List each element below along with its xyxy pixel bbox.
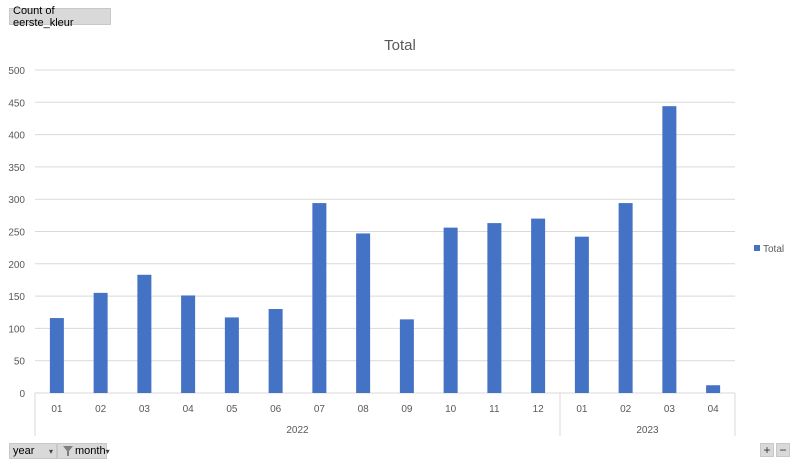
gridlines [35,69,735,394]
bar [181,295,196,393]
legend-entry-total: Total [763,244,784,255]
chevron-down-icon[interactable]: ▾ [105,446,110,456]
x-tick-label: 05 [226,404,238,415]
bar [574,236,589,393]
y-tick-label: 400 [8,131,25,142]
x-group-label: 2023 [636,425,659,436]
bar [137,274,152,393]
x-tick-label: 03 [664,404,676,415]
y-tick-label: 350 [8,163,25,174]
x-tick-label: 06 [270,404,282,415]
y-tick-label: 150 [8,292,25,303]
y-tick-label: 250 [8,228,25,239]
x-group-label: 2022 [286,425,309,436]
y-tick-label: 100 [8,324,25,335]
x-tick-label: 12 [533,404,545,415]
bar [531,218,546,393]
collapse-button[interactable]: − [776,443,790,457]
x-tick-label: 09 [401,404,413,415]
year-field-label: year [13,445,35,457]
year-field-button[interactable]: year ▾ [9,443,57,459]
chevron-down-icon[interactable]: ▾ [48,446,53,456]
bar [662,106,677,394]
month-field-button[interactable]: month ▾ [57,443,110,459]
x-tick-label: 07 [314,404,326,415]
bar [399,319,414,393]
x-tick-label: 01 [576,404,588,415]
bar [312,203,327,393]
y-axis: 0 50 100 150 200 250 300 350 400 450 500 [8,66,25,400]
bar [443,227,458,393]
value-field-button[interactable]: Count of eerste_kleur [9,5,111,29]
y-tick-label: 200 [8,260,25,271]
y-tick-label: 500 [8,66,25,77]
y-tick-label: 450 [8,98,25,109]
x-tick-label: 02 [620,404,632,415]
bars [49,106,721,394]
month-field-label: month [75,445,106,457]
y-tick-label: 50 [14,357,26,368]
bar [268,309,283,393]
x-tick-label: 11 [489,404,500,415]
bar [356,233,371,393]
bar [618,203,633,393]
bar [706,385,721,393]
bar [49,318,64,393]
value-field-label: Count of eerste_kleur [13,4,74,29]
x-tick-label: 02 [95,404,107,415]
x-tick-label: 03 [139,404,151,415]
x-tick-label: 08 [358,404,370,415]
x-tick-label: 10 [445,404,457,415]
bar [224,317,239,393]
expand-button[interactable]: + [760,443,774,457]
y-tick-label: 0 [19,389,25,400]
legend: Total [754,244,784,255]
y-tick-label: 300 [8,195,25,206]
bar [487,223,502,393]
zoom-controls: + − [760,443,790,457]
x-tick-label: 04 [183,404,195,415]
legend-swatch [754,245,760,251]
x-tick-label: 04 [708,404,720,415]
bar [93,292,108,393]
x-axis: 01 02 03 04 05 06 07 08 09 10 11 12 01 02 03 04 2022 2023 [34,393,736,436]
x-tick-label: 01 [51,404,63,415]
filter-icon[interactable] [63,446,73,456]
chart-title: Total [384,37,416,54]
